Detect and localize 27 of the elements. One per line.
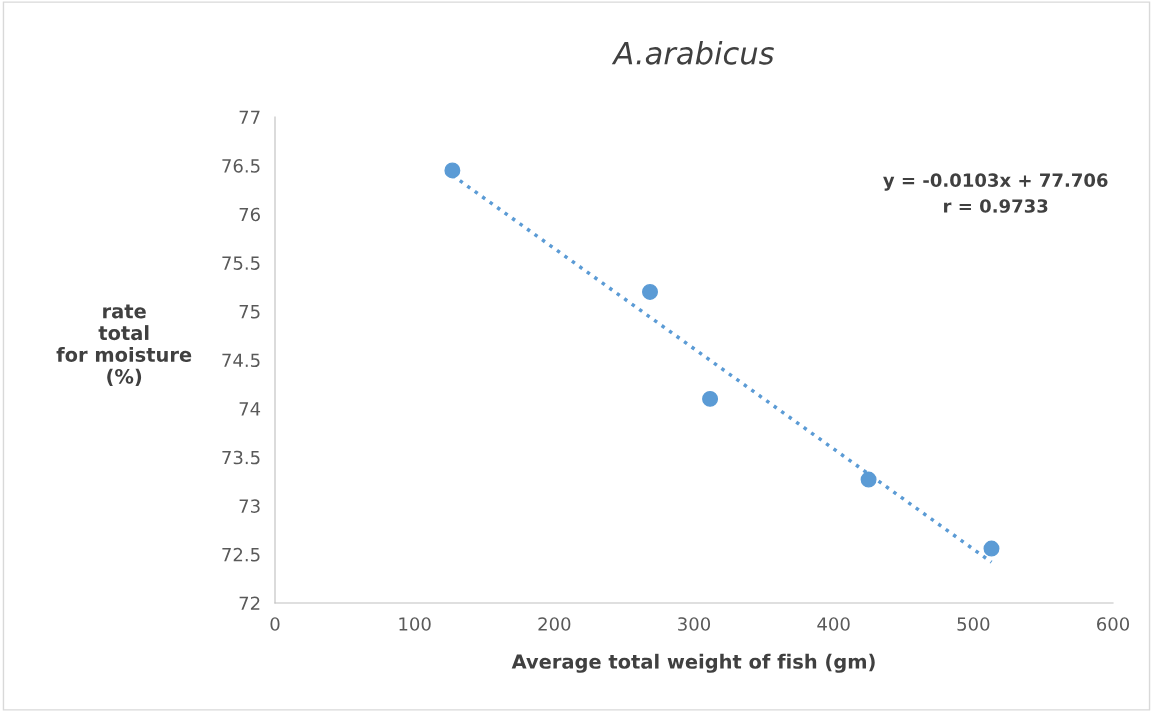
y-tick-label: 76.5 [222,159,260,173]
x-tick-label: 300 [678,617,711,631]
point [642,283,658,300]
y-tick-label: 72 [239,596,260,610]
y-tick-label: 73 [239,499,260,513]
x-tick-label: 500 [957,617,990,631]
x-tick-label: 0 [270,617,280,631]
x-axis-title: Average total weight of fish (gm) [511,653,875,673]
y-tick-label: 73.5 [222,450,260,465]
y-tick-label: 76 [239,207,260,222]
x-tick-label: 200 [538,617,571,631]
point [860,471,877,488]
annotation: y = -0.0103x + 77.706 r = 0.9733 [883,173,1108,213]
point [444,162,461,179]
y-tick-label: 74 [239,402,261,416]
x-tick-label: 100 [399,617,431,631]
y-tick-label: 75.5 [222,256,260,270]
y-tick-label: 74.5 [222,353,260,368]
point [702,390,719,407]
y-tick-label: 72.5 [222,547,260,562]
y-axis-title: rate total for moisture (%) [56,304,192,387]
x-tick-label: 400 [817,617,850,631]
chart-title: A.arabicus [611,41,774,65]
y-tick-label: 77 [239,110,260,124]
point [983,540,1000,557]
y-tick-label: 75 [239,305,260,319]
x-tick-label: 600 [1097,617,1130,631]
